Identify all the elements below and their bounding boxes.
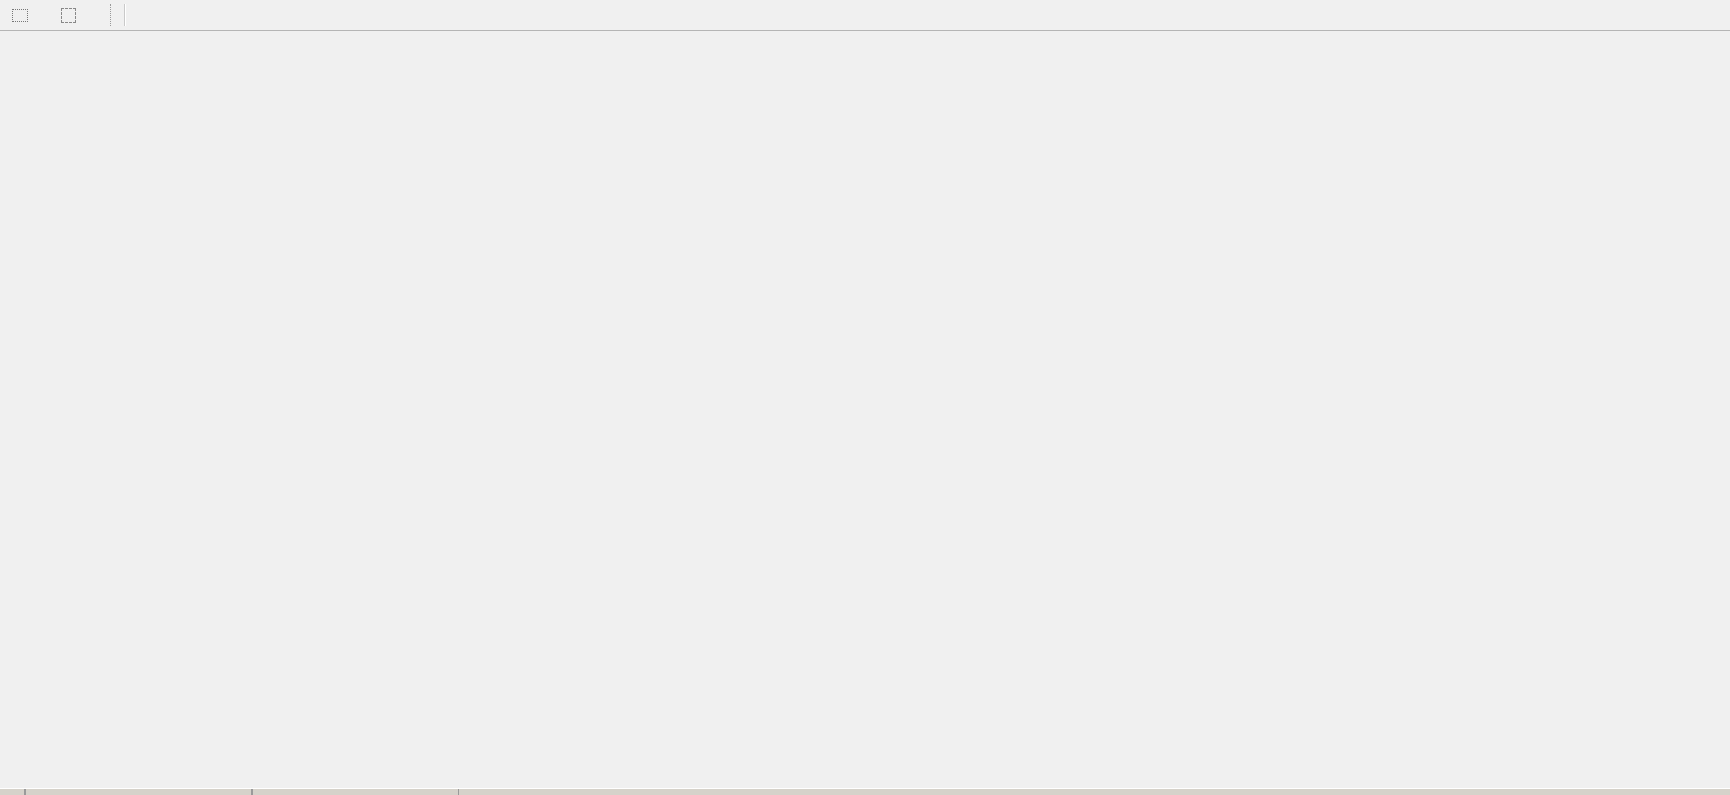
tbox-glyph [60,7,76,23]
bottom-tab[interactable] [252,789,459,795]
grid-glyph [12,8,28,22]
bottom-tab[interactable] [25,789,252,795]
arrows-tool-icon[interactable] [81,4,103,26]
toolbar-separator [110,4,112,26]
text-label-tool-icon[interactable] [57,4,79,26]
toolbar [0,0,1730,31]
text-tool-icon[interactable] [33,4,55,26]
indicator-grid-icon[interactable] [9,4,31,26]
bottom-tab-strip[interactable] [0,788,1730,795]
toolbar-separator [124,4,125,26]
bottom-tab[interactable] [0,789,25,795]
chart-title[interactable] [12,36,23,50]
